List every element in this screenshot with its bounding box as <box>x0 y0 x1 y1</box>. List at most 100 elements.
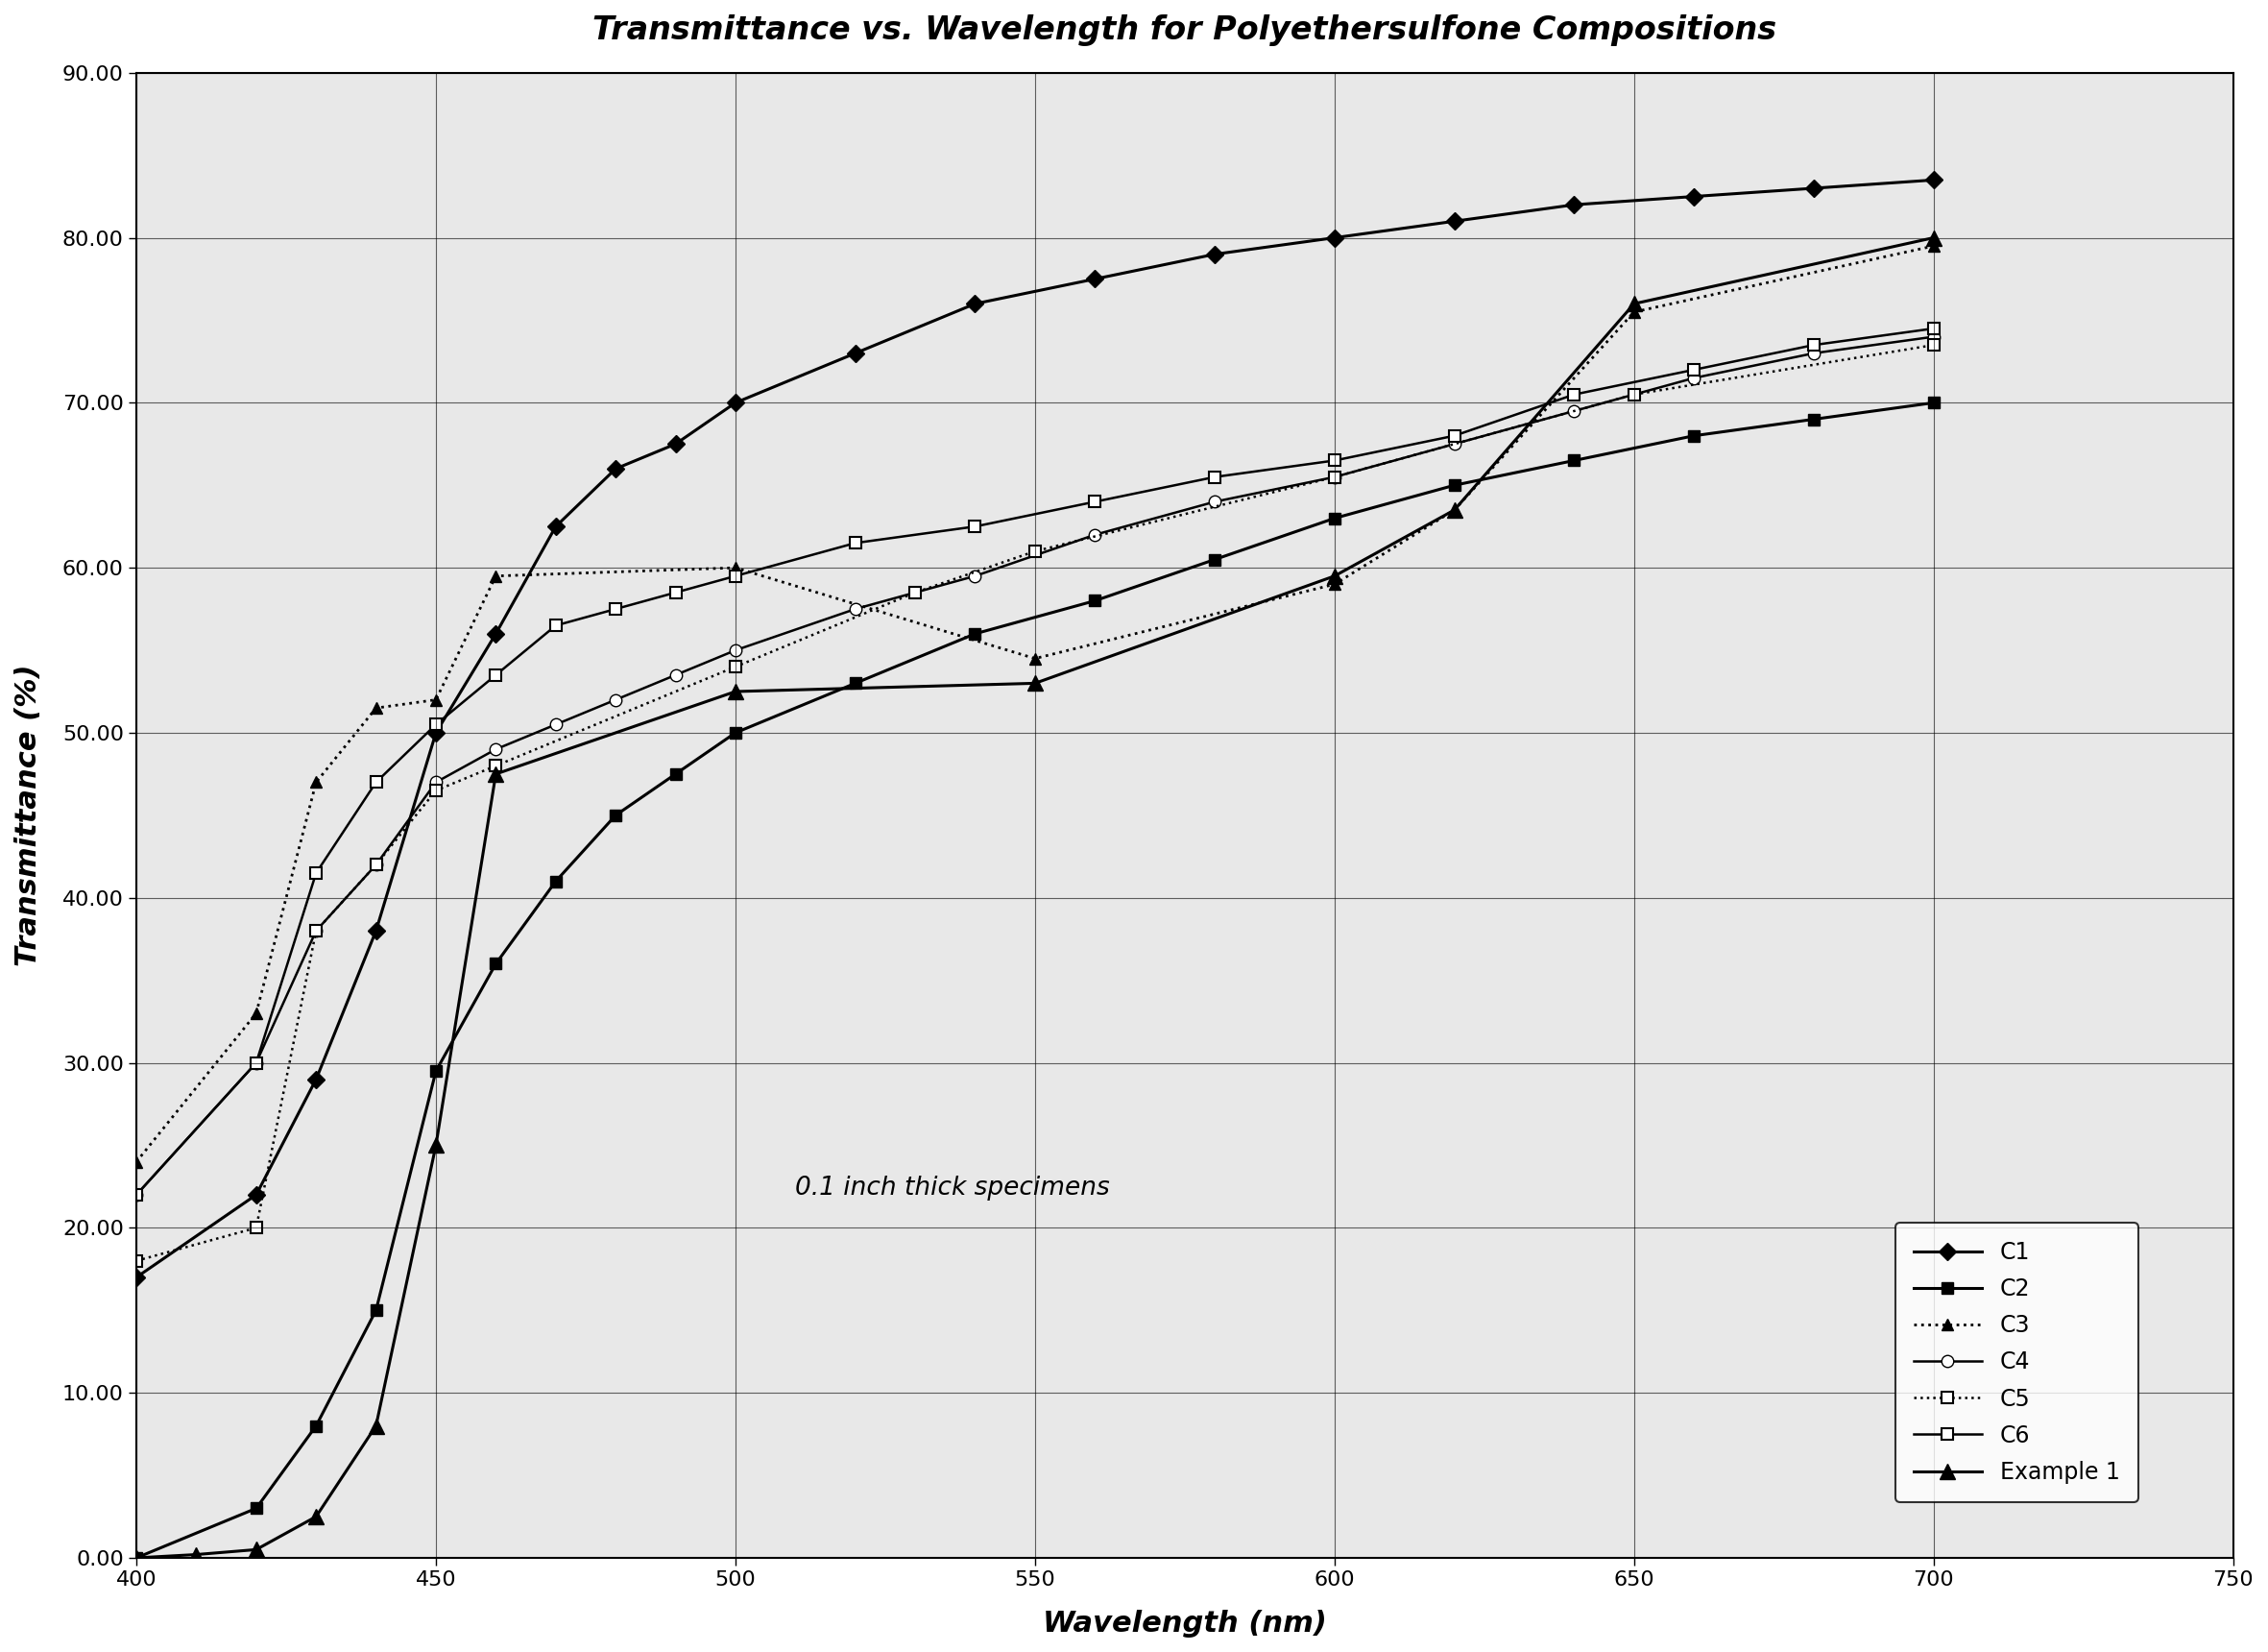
C3 <box>1619 302 1647 322</box>
C1 <box>422 724 449 743</box>
C6 <box>1560 385 1588 405</box>
C6 <box>542 616 569 636</box>
C4 <box>662 666 689 686</box>
C5 <box>243 1218 270 1237</box>
C6 <box>601 600 628 620</box>
C5 <box>903 583 930 603</box>
C4 <box>1681 368 1708 388</box>
C5 <box>1320 468 1347 487</box>
C4 <box>601 691 628 710</box>
Example 1 <box>302 1507 329 1526</box>
C4 <box>721 641 748 661</box>
C4 <box>1801 344 1828 363</box>
C6 <box>1202 468 1229 487</box>
Example 1 <box>122 1548 150 1568</box>
Example 1 <box>1021 674 1048 694</box>
C2 <box>1560 451 1588 471</box>
C4 <box>1440 434 1467 454</box>
Example 1 <box>1440 501 1467 520</box>
C5 <box>302 920 329 940</box>
C2 <box>243 1498 270 1518</box>
Y-axis label: Transmittance (%): Transmittance (%) <box>14 664 43 966</box>
C6 <box>1320 451 1347 471</box>
Line: C3: C3 <box>129 240 1939 1168</box>
C6 <box>122 1184 150 1204</box>
C2 <box>122 1548 150 1568</box>
Legend: C1, C2, C3, C4, C5, C6, Example 1: C1, C2, C3, C4, C5, C6, Example 1 <box>1896 1222 2139 1502</box>
C1 <box>721 393 748 413</box>
C1 <box>243 1184 270 1204</box>
C2 <box>1320 509 1347 529</box>
Example 1 <box>721 682 748 702</box>
Example 1 <box>1320 567 1347 586</box>
C5 <box>1021 542 1048 562</box>
C1 <box>1440 211 1467 231</box>
C2 <box>483 953 510 973</box>
C2 <box>1440 476 1467 496</box>
Example 1 <box>422 1135 449 1155</box>
C5 <box>721 657 748 677</box>
C6 <box>841 534 869 553</box>
C4 <box>1082 525 1109 545</box>
C3 <box>122 1151 150 1171</box>
C5 <box>483 757 510 776</box>
C2 <box>1082 591 1109 611</box>
C1 <box>1801 178 1828 198</box>
C3 <box>302 773 329 793</box>
Example 1 <box>243 1540 270 1559</box>
Example 1 <box>184 1545 211 1564</box>
Line: Example 1: Example 1 <box>129 230 1941 1564</box>
C4 <box>243 1052 270 1072</box>
C3 <box>1320 575 1347 595</box>
C2 <box>1202 550 1229 570</box>
Title: Transmittance vs. Wavelength for Polyethersulfone Compositions: Transmittance vs. Wavelength for Polyeth… <box>592 15 1776 46</box>
C6 <box>302 862 329 882</box>
C1 <box>962 294 989 314</box>
C4 <box>542 715 569 735</box>
C5 <box>422 781 449 801</box>
C2 <box>601 806 628 826</box>
C1 <box>1681 187 1708 206</box>
C4 <box>1560 401 1588 421</box>
C1 <box>1202 244 1229 264</box>
C2 <box>1801 410 1828 430</box>
C6 <box>1921 319 1948 339</box>
C4 <box>483 740 510 760</box>
C4 <box>363 854 390 874</box>
C4 <box>1921 327 1948 347</box>
C1 <box>662 434 689 454</box>
C1 <box>363 920 390 940</box>
Line: C4: C4 <box>129 330 1939 1201</box>
C1 <box>1560 195 1588 215</box>
C4 <box>962 567 989 586</box>
Line: C5: C5 <box>132 340 1939 1265</box>
C3 <box>1921 236 1948 256</box>
C6 <box>422 715 449 735</box>
C4 <box>422 773 449 793</box>
C1 <box>841 344 869 363</box>
C2 <box>962 624 989 644</box>
C6 <box>1082 492 1109 512</box>
C2 <box>1681 426 1708 446</box>
C4 <box>841 600 869 620</box>
C6 <box>483 666 510 686</box>
C3 <box>1440 501 1467 520</box>
Line: C6: C6 <box>129 322 1939 1201</box>
C6 <box>721 567 748 586</box>
C1 <box>542 517 569 537</box>
C2 <box>542 871 569 890</box>
C1 <box>483 624 510 644</box>
C5 <box>1921 335 1948 355</box>
C5 <box>363 854 390 874</box>
C3 <box>363 699 390 719</box>
C6 <box>363 773 390 793</box>
C1 <box>601 459 628 479</box>
C4 <box>1320 468 1347 487</box>
C4 <box>302 920 329 940</box>
C1 <box>1921 170 1948 190</box>
C2 <box>841 674 869 694</box>
C3 <box>422 691 449 710</box>
Text: 0.1 inch thick specimens: 0.1 inch thick specimens <box>796 1176 1109 1201</box>
C5 <box>1619 385 1647 405</box>
C6 <box>1681 360 1708 380</box>
